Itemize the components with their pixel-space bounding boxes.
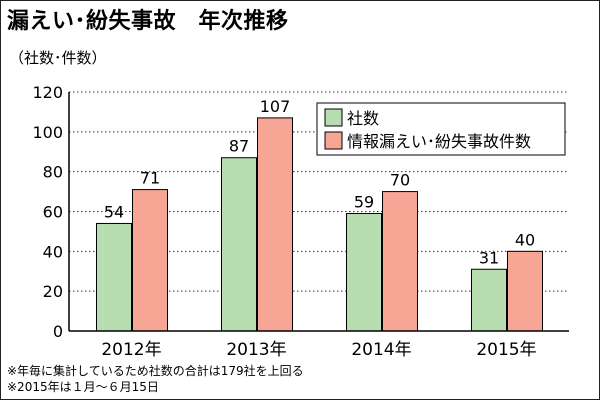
y-tick-label: 60 [43, 203, 63, 222]
legend-label: 社数 [347, 109, 379, 128]
data-label: 70 [390, 171, 410, 190]
footnote-2: ※2015年は１月～６月15日 [7, 380, 159, 394]
legend-swatch [324, 131, 343, 150]
x-tick-label: 2013年 [226, 340, 286, 360]
bar [257, 117, 293, 332]
footnote-1: ※年毎に集計しているため社数の合計は179社を上回る [7, 364, 304, 378]
legend-box [316, 102, 566, 156]
data-label: 71 [140, 169, 160, 188]
y-tick-label: 100 [32, 123, 63, 142]
bar [507, 250, 543, 332]
data-label: 40 [515, 230, 535, 249]
bar [471, 268, 507, 332]
x-tick-label: 2014年 [351, 340, 411, 360]
legend-label: 情報漏えい･紛失事故件数 [347, 132, 531, 151]
data-label: 31 [479, 248, 499, 267]
data-label: 54 [104, 202, 124, 221]
data-label: 107 [260, 97, 291, 116]
bar [346, 212, 382, 332]
bar [221, 157, 257, 332]
chart-title: 漏えい･紛失事故 年次推移 [7, 9, 289, 34]
x-tick-label: 2015年 [476, 340, 536, 360]
y-tick-label: 0 [53, 322, 63, 341]
x-tick-label: 2012年 [101, 340, 161, 360]
legend-swatch [324, 108, 343, 127]
bar [382, 191, 418, 332]
y-tick-label: 40 [43, 242, 63, 261]
data-label: 87 [229, 137, 249, 156]
y-tick-label: 80 [43, 163, 63, 182]
bar [96, 222, 132, 332]
y-tick-label: 120 [32, 83, 63, 102]
y-axis-unit-label: （社数･件数） [9, 49, 107, 67]
bar [132, 189, 168, 332]
data-label: 59 [354, 192, 374, 211]
y-tick-label: 20 [43, 282, 63, 301]
